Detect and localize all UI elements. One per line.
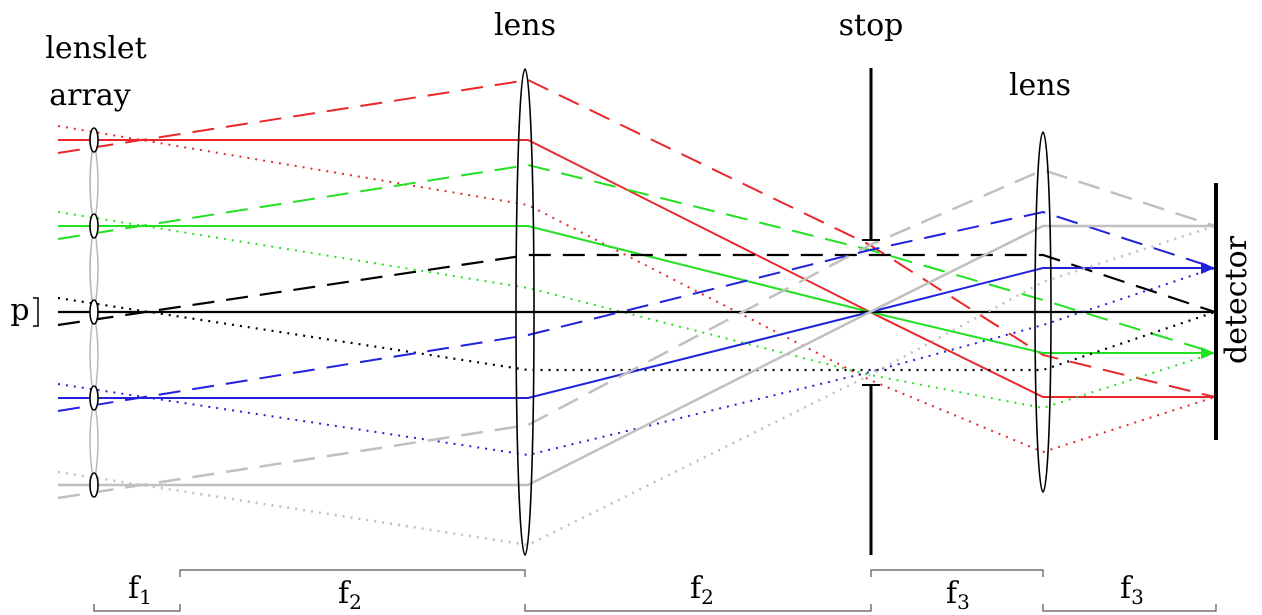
- lenslet-1: [89, 127, 99, 153]
- ray-gray-dashed: [57, 168, 1216, 500]
- ray-gray-solid: [58, 224, 1215, 487]
- dim-f2-second: f2: [690, 571, 714, 609]
- label-p: p: [10, 293, 29, 328]
- p-bracket: [33, 297, 39, 327]
- lenslet-3: [89, 299, 99, 325]
- label-lens-right: lens: [1009, 68, 1071, 103]
- lens-left: [515, 68, 535, 556]
- bracket-f3-first: [870, 569, 1044, 577]
- ray-black-dotted: [57, 296, 1216, 372]
- rays-gray: [57, 168, 1216, 547]
- rays-blue: [57, 210, 1216, 457]
- label-detector: detector: [1219, 235, 1254, 364]
- label-array: array: [49, 78, 130, 113]
- bracket-f2-second: [524, 604, 872, 612]
- rays-black: [57, 253, 1216, 372]
- lens-right: [1034, 131, 1052, 493]
- dimension-lines: [93, 569, 1217, 612]
- ray-green-solid: [58, 225, 1215, 354]
- lenslet-4: [89, 385, 99, 411]
- ray-blue-dotted: [57, 267, 1216, 457]
- dim-f3-first: f3: [946, 576, 970, 614]
- ray-blue-dashed: [57, 210, 1216, 412]
- ray-red-dotted: [57, 125, 1216, 454]
- label-lenslet: lenslet: [45, 31, 146, 66]
- arrow-blue: [1201, 262, 1215, 274]
- dim-f2-first: f2: [338, 576, 362, 614]
- dimension-labels: f1 f2 f2 f3 f3: [128, 571, 1144, 614]
- dim-f1: f1: [128, 571, 152, 609]
- ray-red-dashed: [57, 78, 1216, 398]
- label-lens-left: lens: [494, 8, 556, 43]
- bracket-f2-first: [179, 569, 526, 577]
- lenslets: [89, 127, 99, 498]
- arrow-green: [1201, 347, 1215, 359]
- detector-arrowheads: [1201, 262, 1215, 359]
- bracket-f3-second: [1042, 604, 1217, 612]
- ray-black-dashed: [57, 253, 1216, 327]
- ray-green-dashed: [57, 163, 1216, 354]
- label-stop: stop: [839, 8, 904, 43]
- ray-green-dotted: [57, 211, 1216, 410]
- lenslet-5: [89, 472, 99, 498]
- dim-f3-second: f3: [1120, 571, 1144, 609]
- ray-blue-solid: [58, 267, 1215, 399]
- lenslet-2: [89, 213, 99, 239]
- bracket-f1: [93, 604, 181, 612]
- aperture-stop: [862, 68, 880, 555]
- ray-gray-dotted: [57, 224, 1216, 547]
